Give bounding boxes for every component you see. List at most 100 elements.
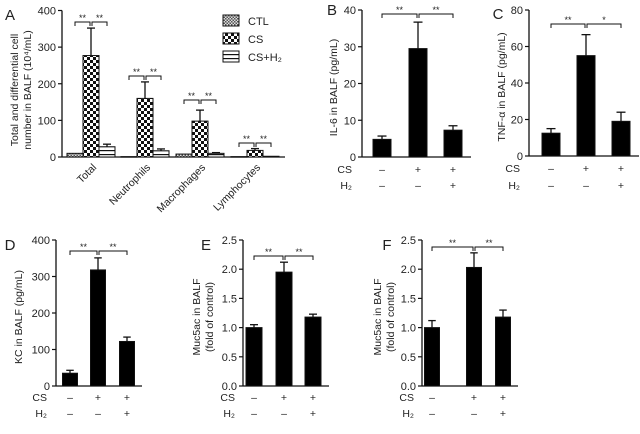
y-tick-label: 1.0 [401, 323, 416, 335]
y-axis-label-line: (fold of control) [385, 282, 397, 352]
y-tick-label: 300 [38, 42, 56, 54]
condition-sign: + [281, 392, 287, 404]
condition-sign: – [429, 408, 435, 420]
significance-bracket [91, 21, 108, 26]
panel-label: F [382, 237, 391, 254]
significance-bracket [381, 13, 418, 18]
significance-label: ** [485, 238, 493, 248]
legend-swatch [222, 50, 240, 63]
condition-sign: + [95, 392, 101, 404]
significance-bracket [183, 99, 200, 104]
bar [207, 152, 225, 158]
significance-bracket [98, 250, 128, 255]
condition-sign: – [379, 180, 385, 192]
significance-bracket [128, 75, 145, 80]
y-tick-label: 100 [38, 115, 56, 127]
significance-label: ** [295, 247, 303, 257]
y-tick-label: 400 [32, 235, 50, 247]
condition-label: CS [399, 392, 414, 404]
bar [175, 153, 193, 158]
condition-sign: – [548, 163, 554, 175]
y-tick-label: 1.0 [222, 323, 237, 335]
y-tick-label: 1.5 [401, 293, 416, 305]
y-tick-label: 0.0 [222, 381, 237, 393]
y-tick-label: 2.5 [222, 235, 237, 247]
y-tick-label: 0.5 [401, 352, 416, 364]
condition-sign: – [429, 392, 435, 404]
condition-label: CS [32, 392, 47, 404]
y-axis-label-line: Muc5ac in BALF [372, 278, 384, 355]
y-tick-label: 20 [511, 115, 523, 127]
significance-label: ** [133, 67, 141, 77]
y-tick-label: 0.0 [401, 381, 416, 393]
y-axis-label: KC in BALF (pg/mL) [13, 270, 25, 364]
bar [262, 155, 280, 158]
bar [541, 132, 561, 157]
bar [611, 120, 631, 157]
condition-label: CS [220, 392, 235, 404]
y-axis-label-line: Muc5ac in BALF [191, 278, 203, 355]
y-tick-label: 200 [32, 308, 50, 320]
condition-sign: – [471, 408, 477, 420]
significance-bracket [69, 250, 98, 255]
condition-sign: + [500, 392, 506, 404]
y-tick-label: 100 [32, 345, 50, 357]
bar [98, 146, 116, 158]
bar [90, 269, 106, 387]
y-tick-label: 40 [344, 5, 356, 17]
condition-sign: + [471, 392, 477, 404]
significance-label: ** [80, 242, 88, 252]
bar [82, 55, 100, 158]
y-axis-label-line: TNF-α in BALF (pg/mL) [496, 32, 508, 141]
y-axis-label: TNF-α in BALF (pg/mL) [496, 32, 508, 141]
significance-bracket [200, 99, 217, 104]
y-tick-label: 0 [44, 381, 50, 393]
condition-sign: – [67, 392, 73, 404]
significance-label: ** [449, 238, 457, 248]
significance-label: ** [96, 13, 104, 23]
y-tick-label: 1.5 [222, 293, 237, 305]
x-tick-label: Macrophages [155, 162, 208, 215]
condition-sign: + [310, 408, 316, 420]
significance-label: ** [150, 67, 158, 77]
legend-label: CS+H₂ [248, 52, 282, 64]
panel-label: D [5, 237, 16, 254]
condition-sign: – [379, 164, 385, 176]
condition-sign: – [251, 408, 257, 420]
bar [576, 55, 596, 157]
y-tick-label: 10 [344, 115, 356, 127]
significance-bracket [253, 255, 284, 260]
bar [424, 327, 440, 387]
condition-sign: + [618, 180, 624, 192]
significance-bracket [550, 23, 586, 28]
condition-sign: + [415, 164, 421, 176]
legend-swatch [222, 14, 240, 27]
condition-sign: + [500, 408, 506, 420]
significance-label: ** [205, 91, 213, 101]
significance-bracket [74, 21, 91, 26]
condition-sign: + [310, 392, 316, 404]
significance-label: ** [243, 134, 251, 144]
legend-swatch [222, 32, 240, 45]
condition-sign: – [548, 180, 554, 192]
significance-bracket [145, 75, 162, 80]
panel-label: B [327, 2, 337, 19]
bar [443, 129, 463, 158]
bar [275, 271, 293, 387]
bar [152, 150, 170, 158]
significance-bracket [431, 246, 474, 251]
panel-label: A [5, 7, 15, 24]
significance-label: ** [396, 5, 404, 15]
significance-bracket [255, 142, 272, 147]
y-tick-label: 2.5 [401, 235, 416, 247]
condition-label: H₂ [508, 180, 520, 192]
bar [304, 316, 322, 387]
y-tick-label: 300 [32, 272, 50, 284]
x-tick-label: Neutrophils [107, 162, 153, 208]
y-tick-label: 20 [344, 79, 356, 91]
bar [62, 372, 78, 387]
condition-sign: – [415, 180, 421, 192]
bar [230, 156, 248, 158]
